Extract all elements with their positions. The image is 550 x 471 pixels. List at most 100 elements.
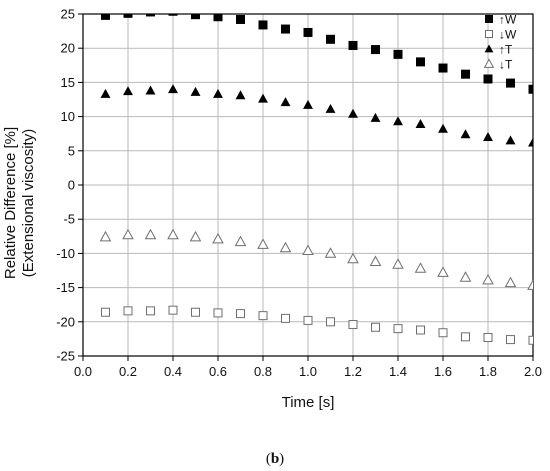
data-point	[168, 305, 178, 315]
x-tick-label: 1.8	[479, 364, 497, 379]
figure-caption: (b)	[266, 451, 284, 467]
x-tick-label: 0.2	[119, 364, 137, 379]
data-point	[393, 49, 403, 59]
data-point	[236, 309, 245, 319]
data-point	[483, 131, 493, 141]
caption-letter: b	[271, 451, 279, 467]
data-point	[414, 262, 427, 273]
data-point	[281, 313, 290, 323]
gridlines	[82, 13, 534, 357]
series-3	[100, 84, 533, 147]
data-point	[123, 306, 133, 316]
data-point	[303, 27, 313, 37]
data-point	[483, 74, 493, 84]
data-point	[302, 244, 314, 256]
data-point	[258, 311, 268, 321]
series-1	[101, 14, 533, 94]
data-point	[236, 14, 245, 24]
x-tick-label: 1.6	[434, 364, 452, 379]
x-tick-label: 1.2	[344, 364, 362, 379]
data-point	[371, 322, 380, 332]
legend: ↑W↓W↑T↓T	[483, 13, 517, 72]
data-point	[280, 97, 291, 107]
data-point	[212, 232, 224, 244]
data-point	[234, 235, 247, 247]
data-point	[392, 258, 404, 269]
data-point	[122, 228, 134, 240]
y-tick-label: 25	[61, 7, 75, 22]
x-tick-label: 1.4	[389, 364, 407, 379]
data-point	[325, 103, 336, 113]
data-point	[393, 324, 403, 334]
y-axis-title-line2: (Extensional viscosity)	[20, 129, 37, 277]
data-point	[438, 328, 448, 338]
legend-marker	[484, 44, 494, 53]
x-axis-title: Time [s]	[282, 394, 335, 411]
data-point	[213, 308, 223, 318]
data-point	[213, 88, 223, 98]
data-point	[168, 14, 178, 16]
data-point	[100, 88, 111, 98]
y-tick-label: 5	[68, 143, 75, 158]
data-point	[99, 230, 112, 242]
x-tick-label: 0.4	[164, 364, 182, 379]
data-point	[123, 86, 133, 96]
legend-marker	[485, 30, 493, 38]
data-point	[459, 271, 472, 282]
data-point	[324, 247, 337, 258]
data-point	[438, 63, 448, 73]
x-tick-label: 1.0	[299, 364, 317, 379]
data-point	[506, 78, 515, 88]
legend-label: ↑W	[499, 13, 517, 27]
data-point	[371, 45, 380, 55]
data-point	[303, 315, 313, 325]
data-point	[506, 335, 515, 345]
y-axis-title-group: Relative Difference [%] (Extensional vis…	[2, 127, 37, 279]
data-point	[258, 93, 268, 103]
y-tick-label: -20	[56, 314, 75, 329]
data-point	[101, 14, 110, 20]
data-point	[416, 57, 425, 67]
data-point	[369, 255, 382, 266]
data-point	[504, 276, 517, 288]
data-point	[123, 14, 133, 18]
legend-marker	[485, 15, 493, 23]
data-point	[483, 333, 493, 343]
data-point	[482, 273, 494, 285]
legend-label: ↓W	[499, 28, 517, 42]
axis-ticks: 0.0 0.2 0.4 0.6 0.8 1.0 1.2 1.4 1.6 1.8 2.0 25 20 15 1…	[56, 7, 542, 380]
data-point	[146, 14, 155, 17]
data-point	[438, 123, 448, 133]
data-point	[168, 84, 178, 94]
data-point	[348, 108, 358, 118]
data-point	[144, 228, 157, 240]
data-point	[348, 320, 358, 330]
data-point	[191, 307, 200, 317]
y-tick-label: -5	[63, 212, 75, 227]
data-point	[189, 230, 202, 242]
data-point	[326, 317, 335, 327]
y-tick-label: 15	[61, 75, 75, 90]
y-tick-label: 20	[61, 41, 75, 56]
data-point	[461, 332, 470, 342]
y-axis-title-line1: Relative Difference [%]	[2, 127, 19, 279]
data-point	[235, 90, 246, 100]
data-point	[146, 306, 155, 316]
caption-open-paren: (	[266, 451, 271, 467]
series-2	[101, 305, 533, 345]
x-tick-label: 0.8	[254, 364, 272, 379]
data-point	[279, 241, 292, 253]
data-point	[416, 325, 425, 335]
data-point	[281, 24, 290, 34]
data-point	[527, 279, 533, 290]
data-point	[348, 40, 358, 50]
data-point	[213, 14, 223, 22]
data-point	[460, 129, 471, 139]
x-tick-label: 0.6	[209, 364, 227, 379]
data-point	[167, 228, 179, 240]
x-tick-label: 2.0	[524, 364, 542, 379]
y-tick-label: 10	[61, 109, 75, 124]
data-point	[101, 307, 110, 317]
data-point	[505, 135, 516, 145]
